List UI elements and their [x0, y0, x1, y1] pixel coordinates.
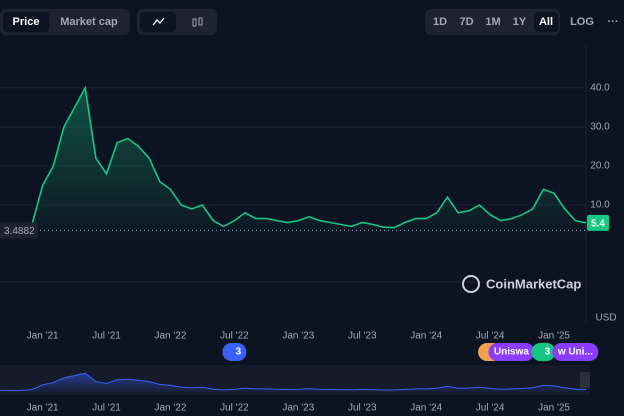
- x-tick-label: Jan '21: [27, 331, 59, 342]
- event-label: Uniswa: [494, 347, 529, 358]
- navigator-tick-label: Jan '22: [155, 403, 187, 414]
- range-button[interactable]: 1D: [432, 16, 448, 28]
- y-tick-label: 30.0: [590, 122, 610, 133]
- navigator-tick-label: Jul '23: [348, 403, 377, 414]
- navigator-tick-label: Jul '22: [220, 403, 249, 414]
- x-tick-label: Jan '25: [538, 331, 570, 342]
- more-button[interactable]: ···: [607, 16, 619, 28]
- last-value-label: 5.4: [591, 219, 605, 230]
- last-value-badge: [587, 214, 609, 231]
- x-tick-label: Jul '22: [220, 331, 249, 342]
- range-button[interactable]: 7D: [459, 16, 474, 28]
- y-tick-label: 40.0: [590, 83, 610, 94]
- navigator-tick-label: Jul '21: [92, 403, 121, 414]
- view-toggle: Price Market cap: [0, 9, 130, 35]
- navigator-area: [0, 373, 586, 392]
- y-tick-label: 10.0: [590, 200, 610, 211]
- event-label: w Uni...: [557, 347, 593, 358]
- navigator-tick-label: Jul '24: [476, 403, 505, 414]
- watermark: CoinMarketCap: [486, 276, 581, 291]
- event-badge[interactable]: [222, 343, 247, 361]
- tab[interactable]: Market cap: [60, 16, 118, 28]
- event-badge[interactable]: [552, 343, 599, 361]
- x-tick-label: Jan '24: [410, 331, 442, 342]
- range-button[interactable]: All: [534, 12, 558, 32]
- line-icon[interactable]: [140, 12, 176, 32]
- y-tick-label: 20.0: [590, 161, 610, 172]
- navigator-line: [0, 372, 587, 392]
- range-button[interactable]: 1Y: [512, 16, 527, 28]
- log-button[interactable]: LOG: [570, 16, 594, 28]
- x-tick-label: Jan '22: [155, 331, 187, 342]
- x-tick-label: Jan '23: [282, 331, 314, 342]
- navigator-tick-label: Jan '24: [410, 403, 442, 414]
- price-area: [0, 87, 586, 245]
- tab[interactable]: Price: [3, 12, 49, 32]
- navigator-tick-label: Jan '25: [538, 403, 570, 414]
- navigator-tick-label: Jan '21: [27, 403, 59, 414]
- chart-style: [137, 9, 217, 35]
- event-badge[interactable]: [531, 343, 556, 361]
- event-badge[interactable]: [488, 343, 535, 361]
- range-button[interactable]: 1M: [485, 16, 501, 28]
- event-label: 3: [236, 347, 242, 358]
- reference-badge: [0, 222, 38, 239]
- watermark-logo: [462, 275, 480, 293]
- range-toggle: 1D 7D 1M 1Y All: [425, 9, 560, 35]
- x-tick-label: Jul '21: [92, 331, 121, 342]
- navigator-handle[interactable]: [580, 372, 590, 388]
- y2-label: USD: [595, 313, 616, 324]
- navigator-tick-label: Jan '23: [282, 403, 314, 414]
- x-tick-label: Jul '23: [348, 331, 377, 342]
- price-line: [0, 85, 587, 234]
- x-tick-label: Jul '24: [476, 331, 505, 342]
- event-label: 3: [545, 347, 551, 358]
- candle-icon[interactable]: [179, 12, 215, 32]
- reference-label: 3.4882: [4, 226, 35, 237]
